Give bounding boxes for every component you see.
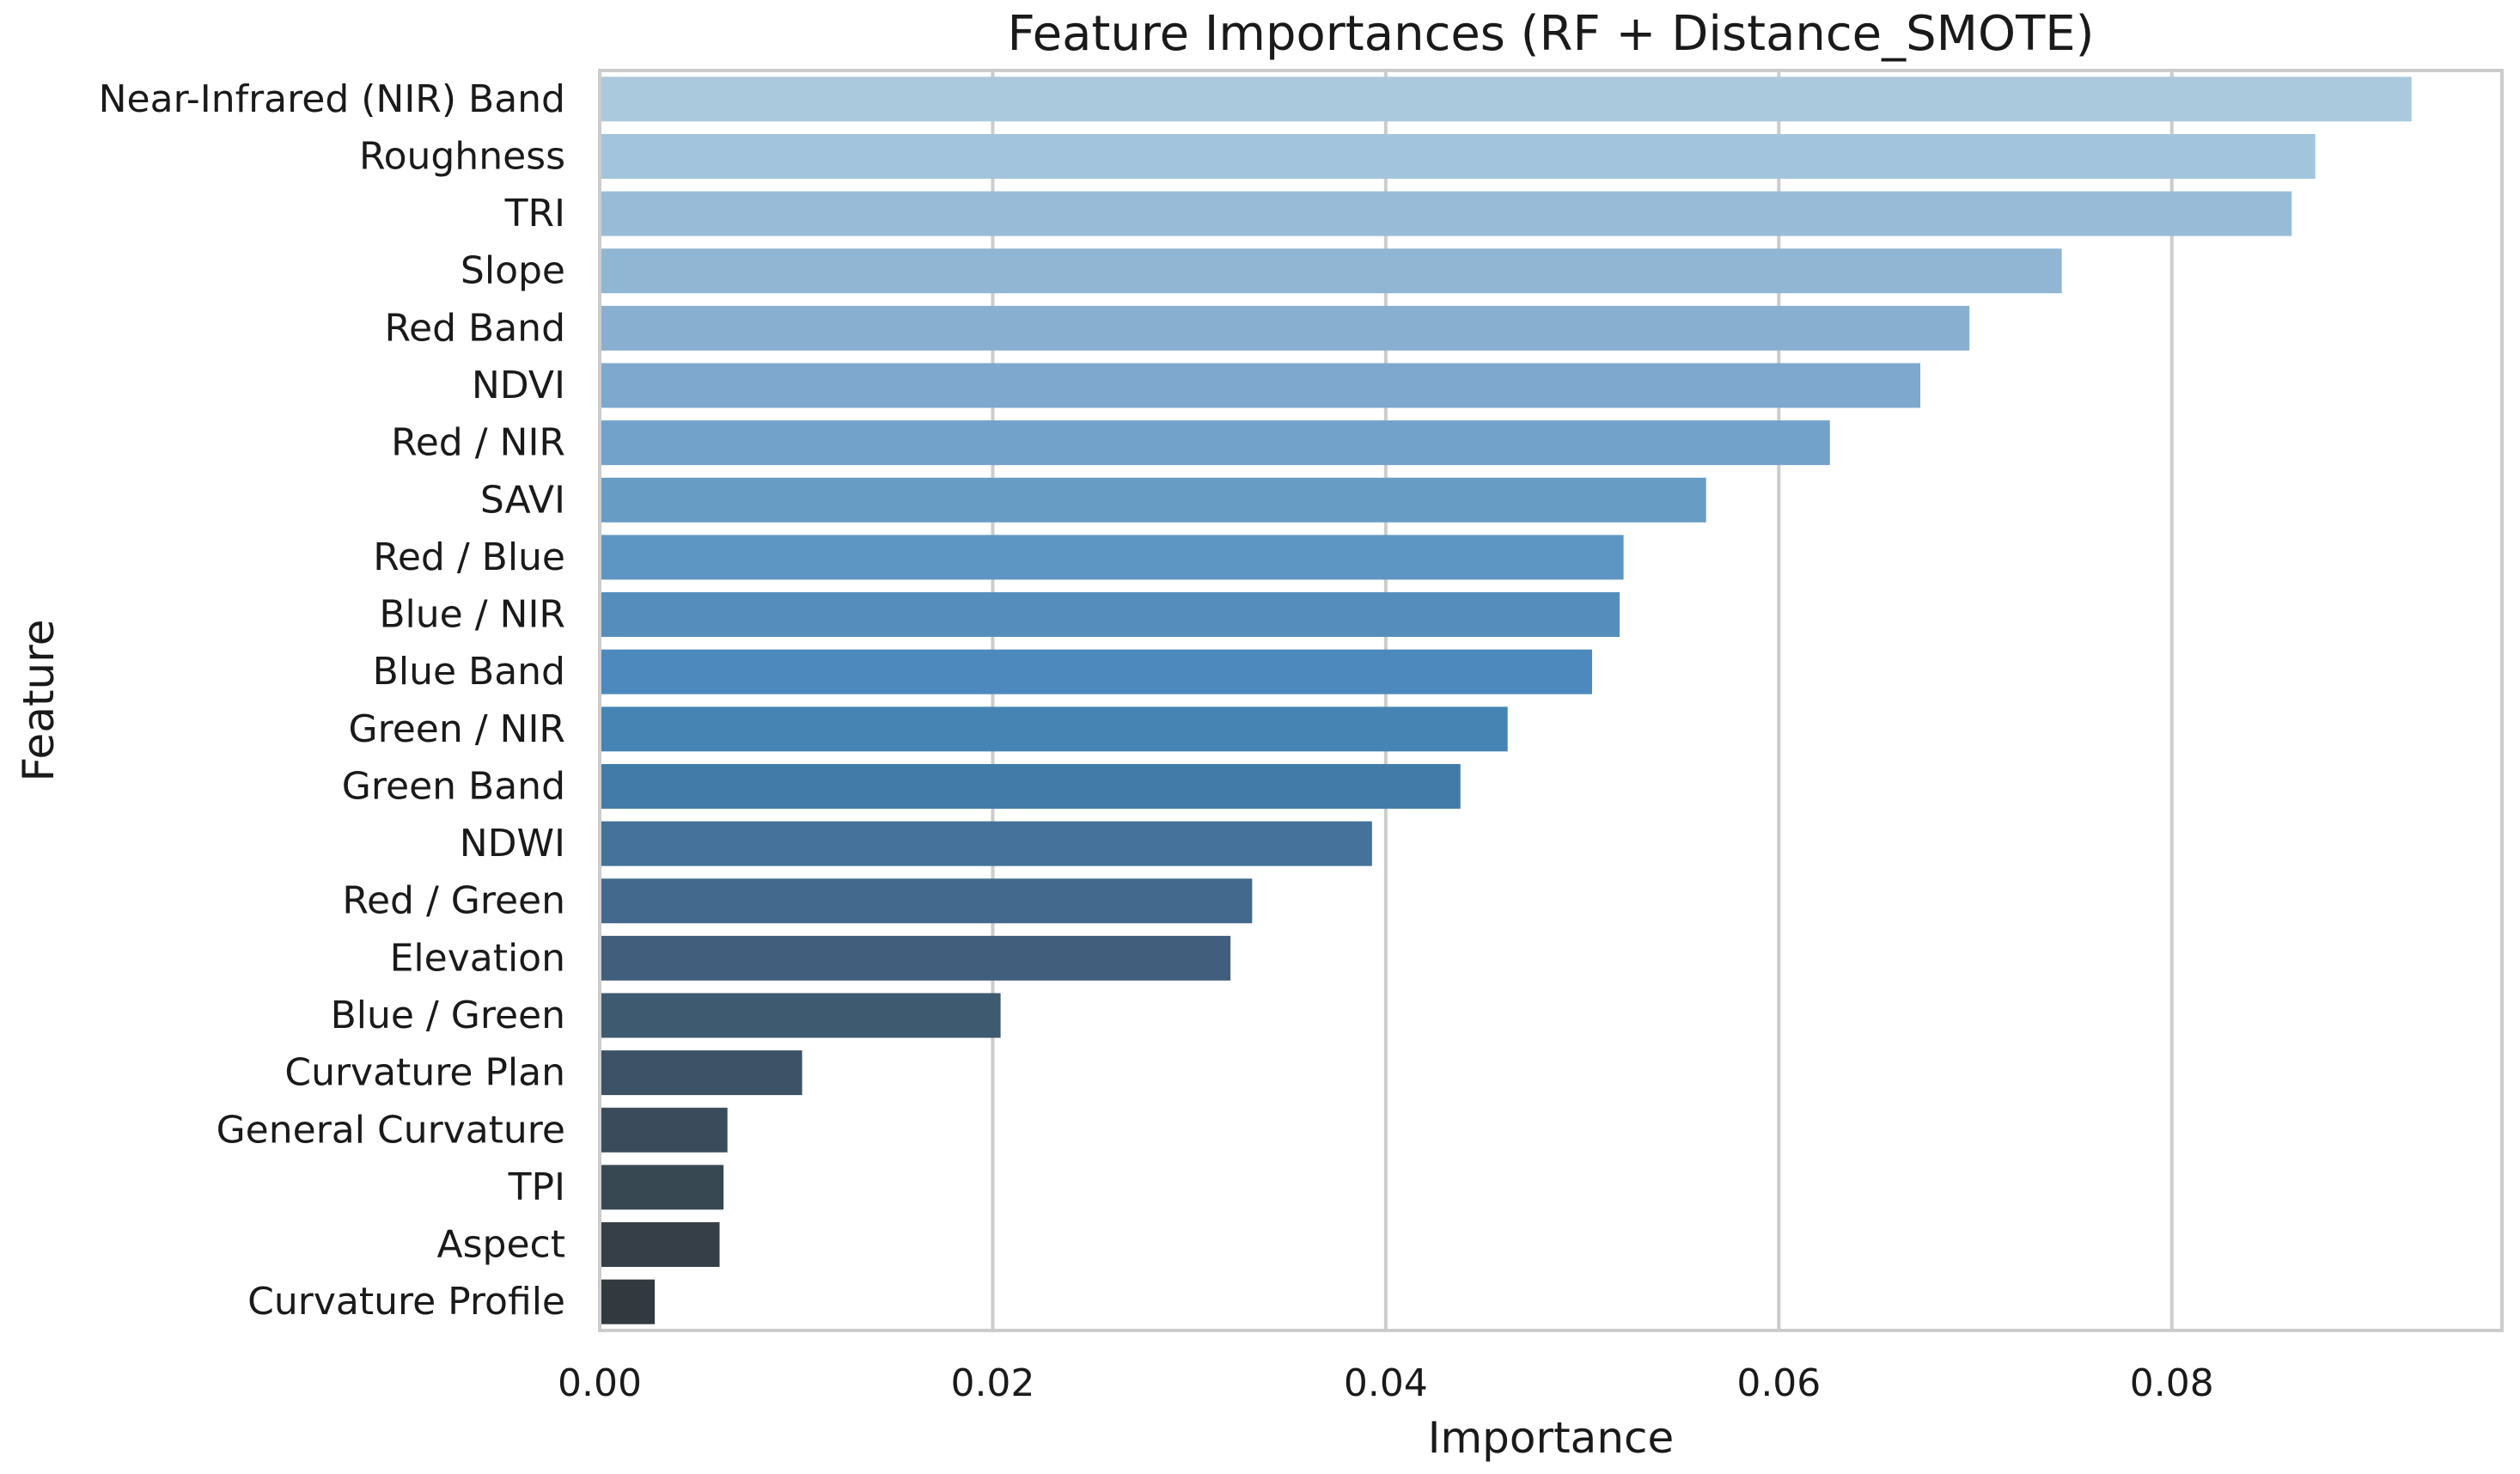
- bar-19: [600, 1165, 724, 1210]
- bar-9: [600, 592, 1620, 638]
- y-tick-label-7: SAVI: [480, 478, 565, 522]
- y-tick-label-4: Red Band: [384, 306, 565, 350]
- y-tick-label-15: Elevation: [390, 936, 565, 980]
- bar-18: [600, 1107, 728, 1153]
- y-tick-label-3: Slope: [461, 249, 565, 293]
- bar-20: [600, 1222, 720, 1268]
- y-tick-label-20: Aspect: [437, 1223, 565, 1267]
- y-tick-label-8: Red / Blue: [373, 535, 565, 579]
- y-tick-label-12: Green Band: [342, 764, 565, 808]
- bar-0: [600, 76, 2412, 122]
- x-tick-label-4: 0.08: [2130, 1361, 2214, 1405]
- x-tick-label-1: 0.02: [950, 1361, 1034, 1405]
- y-tick-label-17: Curvature Plan: [284, 1051, 565, 1095]
- y-tick-labels: Near-Infrared (NIR) Band Roughness TRI Slop…: [99, 77, 565, 1324]
- y-axis-label: Feature: [14, 620, 64, 782]
- bar-7: [600, 477, 1706, 523]
- bar-13: [600, 821, 1372, 866]
- y-tick-label-2: TRI: [504, 192, 565, 235]
- bars: [600, 76, 2412, 1324]
- y-tick-label-9: Blue / NIR: [379, 593, 565, 637]
- bar-15: [600, 935, 1231, 981]
- y-tick-label-18: General Curvature: [217, 1108, 565, 1152]
- y-tick-label-16: Blue / Green: [331, 994, 565, 1037]
- bar-3: [600, 248, 2062, 294]
- bar-2: [600, 191, 2292, 236]
- bar-10: [600, 649, 1593, 694]
- x-axis-label: Importance: [1428, 1413, 1675, 1463]
- y-tick-label-5: NDVI: [472, 364, 565, 407]
- bar-1: [600, 133, 2316, 179]
- y-tick-label-1: Roughness: [359, 134, 565, 178]
- bar-16: [600, 993, 1001, 1038]
- bar-17: [600, 1050, 802, 1096]
- bar-4: [600, 305, 1970, 351]
- plot-frame: [598, 69, 2504, 1332]
- x-tick-label-0: 0.00: [558, 1361, 642, 1405]
- y-tick-label-13: NDWI: [460, 822, 565, 865]
- y-tick-label-11: Green / NIR: [348, 707, 565, 751]
- x-tick-label-2: 0.04: [1344, 1361, 1428, 1405]
- y-tick-label-14: Red / Green: [342, 879, 565, 923]
- x-tick-label-3: 0.06: [1736, 1361, 1821, 1405]
- bar-21: [600, 1279, 656, 1324]
- bar-8: [600, 535, 1624, 580]
- y-tick-label-6: Red / NIR: [391, 421, 565, 465]
- bar-12: [600, 763, 1461, 809]
- x-tick-labels: 0.00 0.02 0.04 0.06 0.08: [558, 1361, 2214, 1405]
- y-tick-label-10: Blue Band: [373, 650, 565, 694]
- bar-6: [600, 420, 1830, 466]
- bar-14: [600, 878, 1253, 924]
- chart-title: Feature Importances (RF + Distance_SMOTE…: [1007, 6, 2094, 62]
- y-tick-label-0: Near-Infrared (NIR) Band: [99, 77, 565, 121]
- bar-5: [600, 363, 1920, 408]
- y-tick-label-21: Curvature Profile: [247, 1280, 565, 1324]
- y-tick-label-19: TPI: [508, 1165, 565, 1209]
- bar-11: [600, 706, 1508, 752]
